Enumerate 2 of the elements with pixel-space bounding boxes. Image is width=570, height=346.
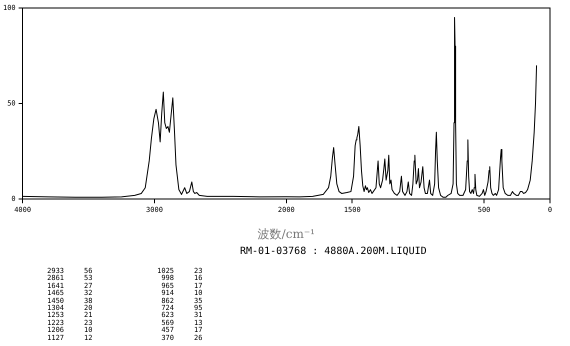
text: RM-01-03768 : 4880A.200M.LIQUID: [240, 246, 427, 257]
x-axis-title: 波数/cm⁻¹: [258, 226, 315, 241]
